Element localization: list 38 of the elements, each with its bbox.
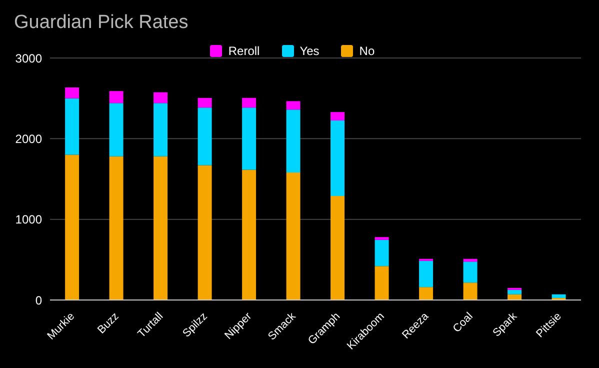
bar [198, 165, 212, 300]
bar [154, 92, 168, 104]
y-tick-label: 3000 [15, 51, 42, 66]
bar [374, 237, 389, 240]
bar [65, 154, 80, 300]
bar [154, 156, 168, 300]
bar [330, 196, 345, 300]
bar [242, 170, 256, 300]
bar [109, 103, 124, 156]
bar [552, 294, 566, 298]
bar [463, 282, 478, 300]
legend-label: No [358, 44, 375, 58]
bar [419, 287, 434, 300]
bar [374, 266, 389, 300]
bar [286, 172, 300, 300]
chart-title: Guardian Pick Rates [14, 12, 188, 34]
y-tick-label: 0 [35, 293, 42, 308]
bar [198, 98, 212, 108]
legend-label: Yes [298, 44, 320, 58]
bar [242, 98, 256, 108]
bar [109, 91, 124, 104]
bar [198, 108, 212, 166]
bar [419, 260, 434, 288]
bar [330, 120, 345, 196]
bar [330, 112, 345, 121]
bar [65, 98, 80, 155]
bar [508, 290, 522, 294]
bar [374, 240, 389, 266]
bar [286, 101, 300, 110]
bar [242, 108, 256, 170]
bar [109, 156, 124, 300]
y-tick-label: 2000 [15, 132, 42, 146]
bar [286, 110, 300, 173]
legend-label: Reroll [227, 44, 260, 58]
bar [463, 262, 478, 283]
y-tick-label: 1000 [15, 212, 42, 227]
bar [65, 87, 80, 98]
bar [154, 103, 168, 156]
